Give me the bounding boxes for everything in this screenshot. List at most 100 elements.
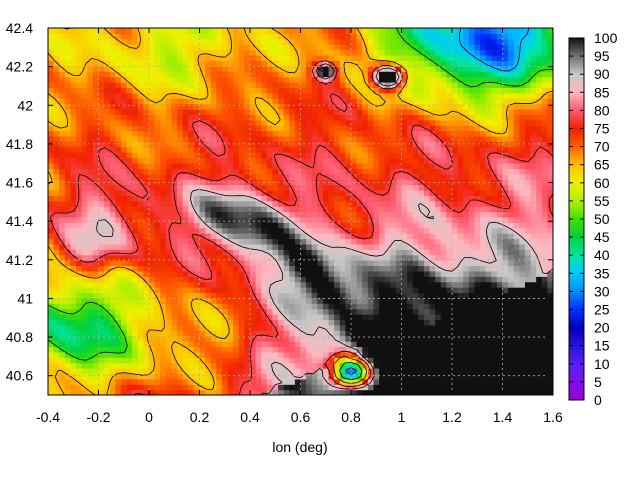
heat-cell (199, 184, 206, 191)
heat-cell (233, 157, 240, 164)
heat-cell (311, 227, 318, 234)
heat-cell (311, 179, 318, 186)
heat-cell (48, 270, 55, 277)
heat-cell (278, 92, 285, 99)
heat-cell (351, 308, 358, 315)
heat-cell (53, 287, 60, 294)
heat-cell (188, 216, 195, 223)
heat-cell (143, 330, 150, 337)
heat-cell (294, 216, 302, 223)
heat-cell (356, 378, 363, 385)
heat-cell (160, 227, 167, 234)
heat-cell (524, 249, 532, 256)
heat-cell (289, 233, 296, 240)
heat-cell (199, 330, 206, 337)
heat-cell (429, 281, 436, 288)
heat-cell (92, 184, 100, 191)
heat-cell (317, 297, 324, 304)
heat-cell (401, 319, 408, 326)
heat-cell (390, 135, 397, 142)
heat-cell (524, 292, 532, 299)
heat-cell (496, 189, 504, 196)
heat-cell (227, 135, 234, 142)
heat-cell (508, 378, 515, 385)
heat-cell (463, 324, 470, 331)
heat-cell (356, 195, 363, 202)
heat-cell (104, 179, 111, 186)
heat-cell (227, 103, 234, 110)
heat-cell (502, 297, 509, 304)
heat-cell (70, 227, 77, 234)
heat-cell (440, 162, 447, 169)
heat-cell (367, 179, 375, 186)
heat-cell (536, 341, 543, 348)
heat-cell (92, 362, 100, 369)
heat-cell (59, 341, 66, 348)
heat-cell (250, 335, 257, 342)
heat-cell (120, 98, 128, 105)
heat-cell (367, 362, 375, 369)
heat-cell (412, 227, 419, 234)
heat-cell (351, 108, 358, 115)
heat-cell (233, 173, 240, 180)
heat-cell (272, 297, 279, 304)
heat-cell (216, 119, 223, 126)
heat-cell (418, 135, 425, 142)
heat-cell (412, 297, 419, 304)
heat-cell (485, 189, 492, 196)
heat-cell (109, 211, 116, 218)
heat-cell (266, 287, 274, 294)
heat-cell (412, 195, 419, 202)
heat-cell (407, 303, 414, 310)
heat-cell (233, 195, 240, 202)
heat-cell (468, 265, 476, 272)
heat-cell (429, 265, 436, 272)
heat-cell (244, 184, 251, 191)
heat-cell (468, 389, 476, 395)
heat-cell (328, 249, 335, 256)
heat-cell (154, 346, 161, 353)
heat-cell (115, 130, 122, 137)
heat-cell (379, 270, 386, 277)
heat-cell (171, 254, 178, 261)
heat-cell (59, 216, 66, 223)
heat-cell (480, 330, 487, 337)
heat-cell (283, 335, 290, 342)
heat-cell (356, 319, 363, 326)
heat-cell (199, 389, 206, 395)
heat-cell (137, 378, 144, 385)
heat-cell (536, 270, 543, 277)
heat-cell (210, 216, 217, 223)
heat-cell (283, 384, 290, 391)
heat-cell (154, 319, 161, 326)
heat-cell (255, 308, 262, 315)
heat-cell (171, 297, 178, 304)
heat-cell (468, 146, 476, 153)
heat-cell (317, 378, 324, 385)
heat-cell (351, 103, 358, 110)
heat-cell (519, 254, 526, 261)
heat-cell (59, 265, 66, 272)
heat-cell (238, 130, 245, 137)
heat-cell (541, 125, 548, 132)
heat-cell (132, 378, 139, 385)
heat-cell (345, 206, 352, 213)
heat-cell (87, 162, 94, 169)
heat-cell (188, 108, 195, 115)
heat-cell (53, 103, 60, 110)
heat-cell (524, 389, 532, 395)
heat-cell (216, 146, 223, 153)
heat-cell (317, 281, 324, 288)
heat-cell (76, 351, 83, 358)
heat-cell (294, 303, 302, 310)
heat-cell (216, 324, 223, 331)
heat-cell (513, 346, 520, 353)
heat-cell (463, 389, 470, 395)
heat-cell (64, 146, 72, 153)
heat-cell (452, 362, 459, 369)
heat-cell (216, 135, 223, 142)
heat-cell (244, 330, 251, 337)
heat-cell (92, 265, 100, 272)
heat-cell (468, 168, 476, 175)
heat-cell (502, 238, 509, 245)
